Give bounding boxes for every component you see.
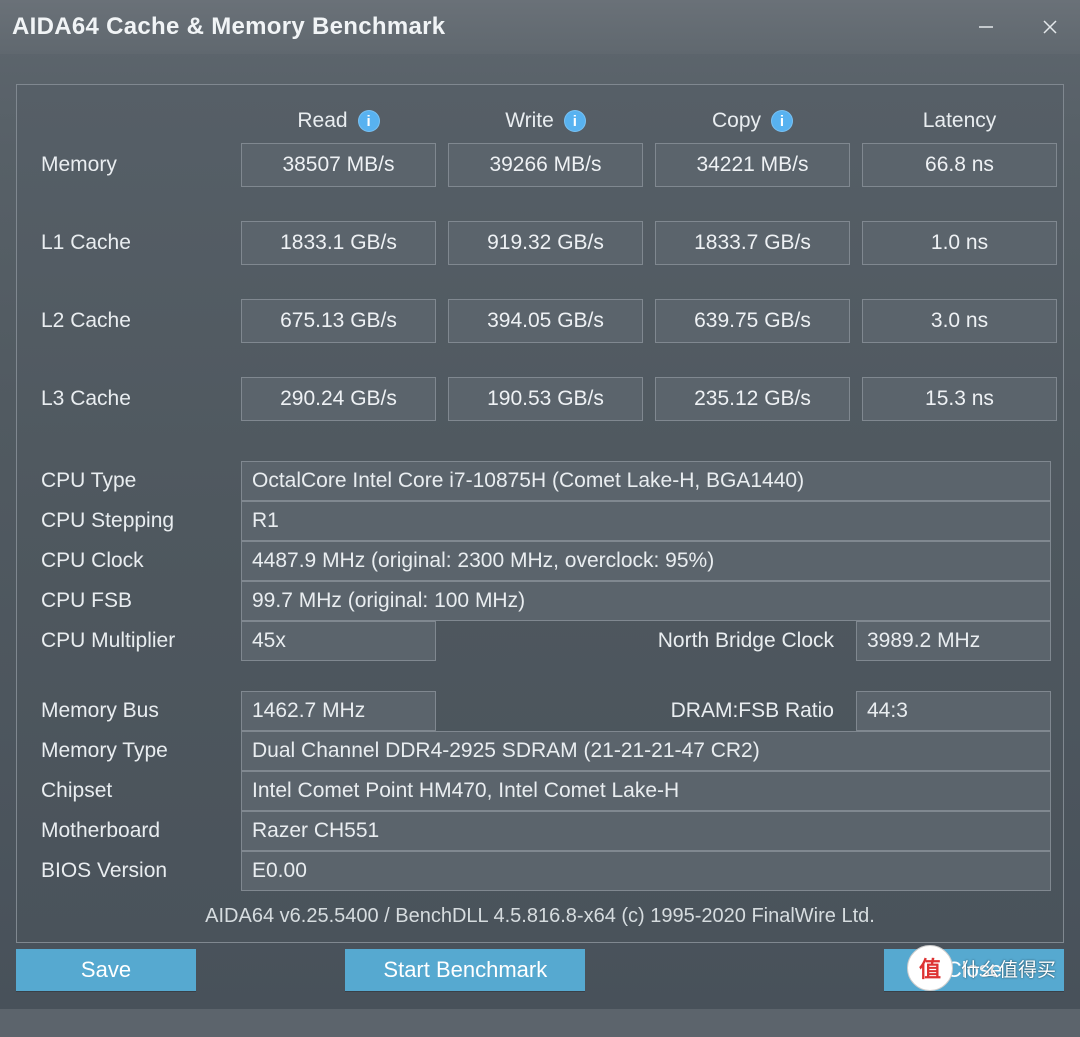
label-cpu-multiplier: CPU Multiplier: [29, 621, 229, 661]
memory-copy: 34221 MB/s: [655, 143, 850, 187]
value-memory-bus: 1462.7 MHz: [241, 691, 436, 731]
value-motherboard: Razer CH551: [241, 811, 1051, 851]
start-benchmark-button[interactable]: Start Benchmark: [345, 949, 585, 991]
row-label-l3: L3 Cache: [29, 377, 229, 421]
col-header-write: Write i: [448, 99, 643, 143]
col-header-write-label: Write: [505, 109, 554, 133]
minimize-button[interactable]: [972, 13, 1000, 41]
label-memory-type: Memory Type: [29, 731, 229, 771]
col-header-read: Read i: [241, 99, 436, 143]
col-header-copy: Copy i: [655, 99, 850, 143]
value-dram-fsb: 44:3: [856, 691, 1051, 731]
l1-write: 919.32 GB/s: [448, 221, 643, 265]
l1-latency: 1.0 ns: [862, 221, 1057, 265]
info-icon[interactable]: i: [564, 110, 586, 132]
aida64-window: AIDA64 Cache & Memory Benchmark Read i W…: [0, 0, 1080, 1009]
l3-latency: 15.3 ns: [862, 377, 1057, 421]
row-label-l1: L1 Cache: [29, 221, 229, 265]
value-cpu-multiplier: 45x: [241, 621, 436, 661]
value-cpu-stepping: R1: [241, 501, 1051, 541]
info-icon[interactable]: i: [771, 110, 793, 132]
l2-latency: 3.0 ns: [862, 299, 1057, 343]
value-chipset: Intel Comet Point HM470, Intel Comet Lak…: [241, 771, 1051, 811]
label-dram-fsb: DRAM:FSB Ratio: [448, 691, 844, 731]
button-bar: Save Start Benchmark Close: [0, 943, 1080, 1009]
window-title: AIDA64 Cache & Memory Benchmark: [12, 13, 972, 41]
l2-copy: 639.75 GB/s: [655, 299, 850, 343]
value-cpu-type: OctalCore Intel Core i7-10875H (Comet La…: [241, 461, 1051, 501]
row-label-l2: L2 Cache: [29, 299, 229, 343]
label-nb-clock: North Bridge Clock: [448, 621, 844, 661]
col-header-read-label: Read: [297, 109, 347, 133]
close-button[interactable]: Close: [884, 949, 1064, 991]
col-header-latency-label: Latency: [923, 109, 997, 133]
l3-copy: 235.12 GB/s: [655, 377, 850, 421]
l2-write: 394.05 GB/s: [448, 299, 643, 343]
row-label-memory: Memory: [29, 143, 229, 187]
value-memory-type: Dual Channel DDR4-2925 SDRAM (21-21-21-4…: [241, 731, 1051, 771]
benchmark-panel: Read i Write i Copy i Latency Memory 385…: [16, 84, 1064, 943]
l1-copy: 1833.7 GB/s: [655, 221, 850, 265]
l3-write: 190.53 GB/s: [448, 377, 643, 421]
label-cpu-stepping: CPU Stepping: [29, 501, 229, 541]
memory-latency: 66.8 ns: [862, 143, 1057, 187]
titlebar: AIDA64 Cache & Memory Benchmark: [0, 0, 1080, 54]
l1-read: 1833.1 GB/s: [241, 221, 436, 265]
label-cpu-type: CPU Type: [29, 461, 229, 501]
value-cpu-clock: 4487.9 MHz (original: 2300 MHz, overcloc…: [241, 541, 1051, 581]
info-icon[interactable]: i: [358, 110, 380, 132]
footer-version: AIDA64 v6.25.5400 / BenchDLL 4.5.816.8-x…: [29, 891, 1051, 934]
label-memory-bus: Memory Bus: [29, 691, 229, 731]
value-cpu-fsb: 99.7 MHz (original: 100 MHz): [241, 581, 1051, 621]
label-cpu-clock: CPU Clock: [29, 541, 229, 581]
close-window-button[interactable]: [1036, 13, 1064, 41]
value-bios: E0.00: [241, 851, 1051, 891]
label-bios: BIOS Version: [29, 851, 229, 891]
memory-read: 38507 MB/s: [241, 143, 436, 187]
save-button[interactable]: Save: [16, 949, 196, 991]
l2-read: 675.13 GB/s: [241, 299, 436, 343]
label-cpu-fsb: CPU FSB: [29, 581, 229, 621]
label-chipset: Chipset: [29, 771, 229, 811]
l3-read: 290.24 GB/s: [241, 377, 436, 421]
col-header-copy-label: Copy: [712, 109, 761, 133]
label-motherboard: Motherboard: [29, 811, 229, 851]
col-header-latency: Latency: [862, 99, 1057, 143]
memory-write: 39266 MB/s: [448, 143, 643, 187]
value-nb-clock: 3989.2 MHz: [856, 621, 1051, 661]
